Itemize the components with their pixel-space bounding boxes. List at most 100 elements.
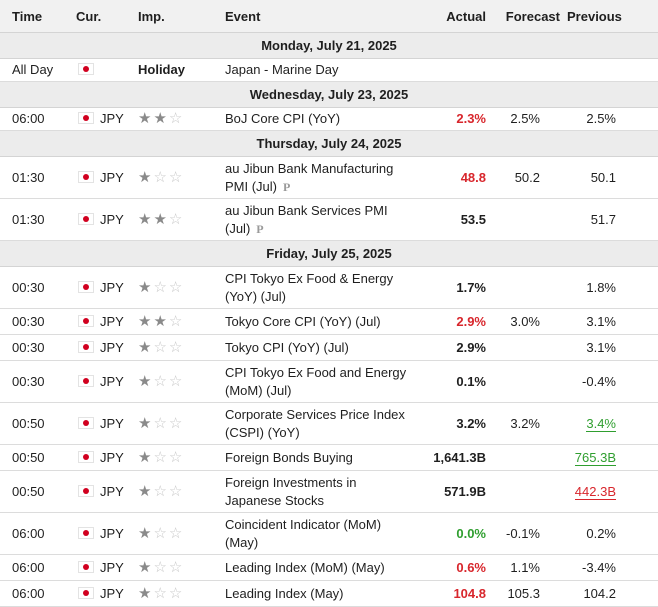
event-row[interactable]: All Day Holiday Japan - Marine Day	[0, 58, 658, 82]
event-name[interactable]: au Jibun Bank Services PMI (Jul) P	[221, 198, 412, 241]
star-filled-icon: ★	[153, 312, 169, 330]
event-name[interactable]: Leading Index (May)	[221, 580, 412, 607]
previous-value[interactable]: 442.3B	[574, 483, 616, 500]
star-filled-icon: ★	[138, 558, 154, 576]
event-forecast	[494, 198, 566, 241]
event-row[interactable]: 01:30 JPY ★☆☆ au Jibun Bank Manufacturing P…	[0, 156, 658, 199]
event-name[interactable]: Foreign Investments in Japanese Stocks	[221, 470, 412, 513]
previous-value: 3.1%	[586, 313, 616, 329]
event-name-text[interactable]: Foreign Bonds Buying	[225, 449, 353, 465]
event-name[interactable]: Foreign Bonds Buying	[221, 444, 412, 471]
event-row[interactable]: 06:00 JPY ★☆☆ Coincident Indicator (MoM) (M…	[0, 512, 658, 555]
event-name-text[interactable]: Corporate Services Price Index (CSPI) (Y…	[225, 406, 405, 440]
header-time[interactable]: Time	[0, 0, 66, 33]
previous-value[interactable]: 765.3B	[574, 449, 616, 466]
event-actual: 0.6%	[412, 554, 494, 581]
star-empty-icon: ☆	[168, 278, 185, 296]
currency-code: JPY	[100, 373, 124, 389]
event-time: 00:30	[0, 266, 66, 309]
event-forecast: 2.5%	[494, 107, 566, 131]
star-empty-icon: ☆	[153, 558, 169, 576]
event-forecast: 50.2	[494, 156, 566, 199]
previous-value: 50.1	[590, 169, 616, 185]
event-name-text[interactable]: Coincident Indicator (MoM) (May)	[225, 516, 382, 550]
event-name-text[interactable]: CPI Tokyo Ex Food & Energy (YoY) (Jul)	[225, 270, 394, 304]
event-row[interactable]: 06:00 JPY ★☆☆ Leading Index (MoM) (May) 0.6%…	[0, 554, 658, 581]
header-currency[interactable]: Cur.	[66, 0, 132, 33]
event-currency: JPY	[66, 308, 132, 335]
star-empty-icon: ☆	[168, 312, 185, 330]
event-name-text[interactable]: Tokyo CPI (YoY) (Jul)	[225, 339, 349, 355]
event-previous: 3.1%	[566, 334, 658, 361]
event-name[interactable]: Japan - Marine Day	[221, 58, 412, 82]
event-forecast	[494, 266, 566, 309]
event-previous: 1.8%	[566, 266, 658, 309]
event-row[interactable]: 00:50 JPY ★☆☆ Corporate Services Price Inde…	[0, 402, 658, 445]
event-row[interactable]: 00:50 JPY ★☆☆ Foreign Investments in Japane…	[0, 470, 658, 513]
event-time: 00:50	[0, 470, 66, 513]
event-forecast: 105.3	[494, 580, 566, 607]
event-currency: JPY	[66, 198, 132, 241]
event-importance: ★☆☆	[132, 334, 221, 361]
previous-value: -3.4%	[582, 559, 616, 575]
event-previous: 0.2%	[566, 512, 658, 555]
event-name-text[interactable]: Leading Index (May)	[225, 585, 344, 601]
event-forecast: 3.2%	[494, 402, 566, 445]
event-time: 01:30	[0, 156, 66, 199]
event-time: 00:50	[0, 444, 66, 471]
event-name[interactable]: Tokyo Core CPI (YoY) (Jul)	[221, 308, 412, 335]
star-filled-icon: ★	[153, 110, 169, 127]
event-previous: 2.5%	[566, 107, 658, 131]
event-name-text[interactable]: Leading Index (MoM) (May)	[225, 559, 385, 575]
event-name[interactable]: CPI Tokyo Ex Food & Energy (YoY) (Jul)	[221, 266, 412, 309]
event-name-text[interactable]: BoJ Core CPI (YoY)	[225, 111, 341, 126]
star-empty-icon: ☆	[153, 168, 169, 186]
previous-value: 51.7	[590, 211, 616, 227]
preliminary-icon: P	[283, 179, 291, 194]
event-importance: ★☆☆	[132, 554, 221, 581]
previous-value[interactable]: 3.4%	[586, 415, 616, 432]
event-name[interactable]: CPI Tokyo Ex Food and Energy (MoM) (Jul)	[221, 360, 412, 403]
event-currency: JPY	[66, 444, 132, 471]
event-time: 06:00	[0, 554, 66, 581]
header-importance[interactable]: Imp.	[132, 0, 221, 33]
event-name-text[interactable]: Tokyo Core CPI (YoY) (Jul)	[225, 313, 381, 329]
event-name-text[interactable]: Foreign Investments in Japanese Stocks	[225, 474, 357, 508]
header-forecast[interactable]: Forecast	[494, 0, 566, 33]
event-name-text[interactable]: au Jibun Bank Manufacturing PMI (Jul)	[225, 160, 394, 194]
currency-code: JPY	[100, 169, 124, 185]
event-row[interactable]: 00:30 JPY ★☆☆ CPI Tokyo Ex Food and Energy …	[0, 360, 658, 403]
event-name[interactable]: BoJ Core CPI (YoY)	[221, 107, 412, 131]
event-name[interactable]: au Jibun Bank Manufacturing PMI (Jul) P	[221, 156, 412, 199]
event-currency: JPY	[66, 470, 132, 513]
event-row[interactable]: 06:00 JPY ★☆☆ Leading Index (May) 104.8 105.3…	[0, 580, 658, 607]
star-filled-icon: ★	[138, 414, 154, 432]
event-actual: 3.2%	[412, 402, 494, 445]
event-row[interactable]: 00:30 JPY ★☆☆ Tokyo CPI (YoY) (Jul) 2.9% 3.1%	[0, 334, 658, 361]
event-name-text[interactable]: au Jibun Bank Services PMI (Jul)	[225, 202, 388, 236]
event-name[interactable]: Corporate Services Price Index (CSPI) (Y…	[221, 402, 412, 445]
event-currency: JPY	[66, 156, 132, 199]
event-actual: 104.8	[412, 580, 494, 607]
event-name[interactable]: Tokyo CPI (YoY) (Jul)	[221, 334, 412, 361]
event-row[interactable]: 00:30 JPY ★★☆ Tokyo Core CPI (YoY) (Jul) 2.9…	[0, 308, 658, 335]
event-row[interactable]: 00:50 JPY ★☆☆ Foreign Bonds Buying 1,641.3B 7…	[0, 444, 658, 471]
event-currency: JPY	[66, 107, 132, 131]
header-previous[interactable]: Previous	[566, 0, 658, 33]
event-importance: ★☆☆	[132, 402, 221, 445]
currency-code: JPY	[100, 483, 124, 499]
date-label: Monday, July 21, 2025	[0, 32, 658, 59]
japan-flag-icon	[78, 450, 94, 463]
event-row[interactable]: 01:30 JPY ★★☆ au Jibun Bank Services PMI (J…	[0, 198, 658, 241]
header-actual[interactable]: Actual	[412, 0, 494, 33]
event-name[interactable]: Leading Index (MoM) (May)	[221, 554, 412, 581]
event-name[interactable]: Coincident Indicator (MoM) (May)	[221, 512, 412, 555]
header-event[interactable]: Event	[221, 0, 412, 33]
event-row[interactable]: 00:30 JPY ★☆☆ CPI Tokyo Ex Food & Energy (Y…	[0, 266, 658, 309]
event-row[interactable]: 06:00 JPY ★★☆ BoJ Core CPI (YoY) 2.3% 2.5% 2.5…	[0, 107, 658, 131]
event-name-text[interactable]: Japan - Marine Day	[225, 62, 339, 77]
currency-code: JPY	[100, 279, 124, 295]
event-name-text[interactable]: CPI Tokyo Ex Food and Energy (MoM) (Jul)	[225, 364, 407, 398]
star-empty-icon: ☆	[168, 584, 185, 602]
